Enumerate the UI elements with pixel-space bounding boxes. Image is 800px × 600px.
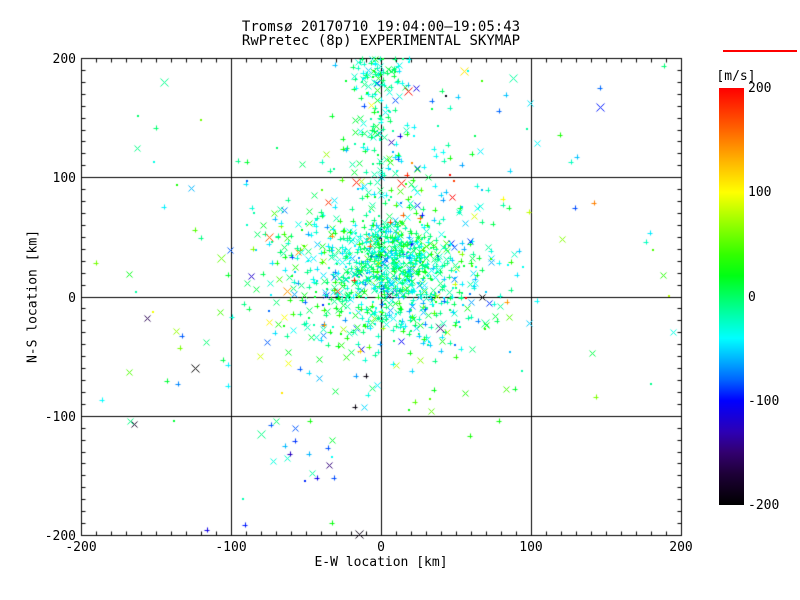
- colorbar-tick-label: -200: [748, 498, 780, 513]
- colorbar-tick-label: 0: [748, 289, 756, 305]
- y-tick-label: -200: [44, 529, 76, 544]
- x-tick-label: 0: [377, 540, 385, 555]
- x-tick-label: -100: [215, 540, 247, 555]
- plot-title: Tromsø 20170710 19:04:00–19:05:43: [241, 19, 521, 35]
- plot-subtitle: RwPretec (8p) EXPERIMENTAL SKYMAP: [241, 33, 521, 49]
- colorbar-unit-label: [m/s]: [716, 69, 756, 84]
- colorbar-gradient: [719, 88, 744, 505]
- x-axis-label: E-W location [km]: [314, 555, 448, 570]
- y-tick-label: 0: [68, 290, 76, 306]
- x-tick-label: 100: [519, 540, 543, 555]
- x-tick-label: 200: [669, 540, 693, 555]
- x-tick-label: -200: [65, 540, 97, 555]
- colorbar-tick-label: 200: [748, 81, 772, 96]
- y-axis-label: N-S location [km]: [25, 229, 41, 364]
- y-tick-label: 100: [52, 171, 76, 187]
- y-tick-label: 200: [52, 52, 76, 67]
- colorbar-tick-label: -100: [748, 393, 780, 409]
- y-tick-label: -100: [44, 409, 76, 425]
- colorbar-overflow-line: [723, 50, 797, 52]
- colorbar-tick-label: 100: [748, 185, 772, 201]
